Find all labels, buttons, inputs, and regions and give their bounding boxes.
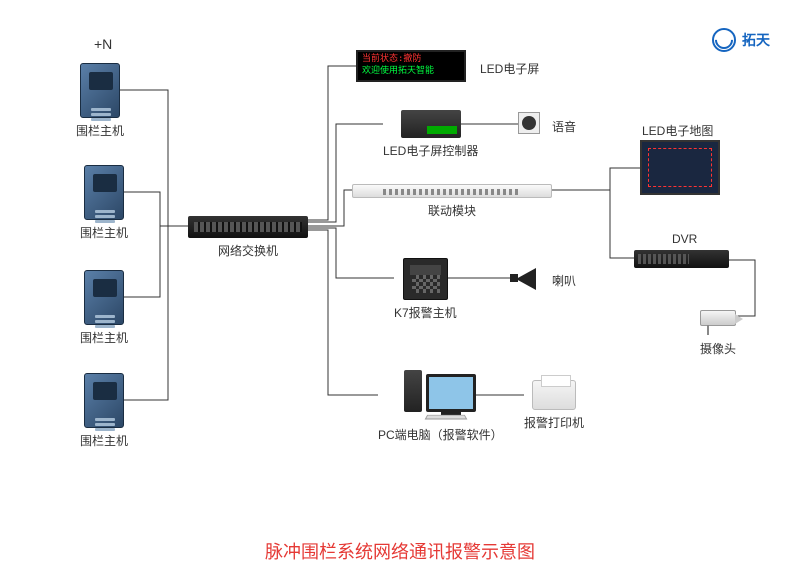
camera: 摄像头 xyxy=(700,310,736,357)
fence-host-3: 围栏主机 xyxy=(80,270,128,346)
dvr-label: DVR xyxy=(672,232,697,246)
pc-client: PC端电脑（报警软件） xyxy=(378,370,503,443)
led-screen-line1: 当前状态:撤防 xyxy=(362,54,460,66)
brand-logo: 拓天 xyxy=(712,28,770,52)
led-screen-label: LED电子屏 xyxy=(480,60,539,77)
fence-host-icon xyxy=(84,165,124,220)
diagram-title: 脉冲围栏系统网络通讯报警示意图 xyxy=(265,538,535,564)
led-screen: 当前状态:撤防 欢迎使用拓天智能 xyxy=(356,50,466,82)
link-module-icon xyxy=(352,184,552,198)
led-screen-icon: 当前状态:撤防 欢迎使用拓天智能 xyxy=(356,50,466,82)
camera-label: 摄像头 xyxy=(700,340,736,357)
led-controller: LED电子屏控制器 xyxy=(383,110,478,159)
horn-icon xyxy=(510,268,540,290)
dvr xyxy=(634,250,729,268)
pc-icon xyxy=(404,370,476,412)
network-switch: 网络交换机 xyxy=(188,216,308,259)
fence-host-icon xyxy=(84,270,124,325)
k7-alarm-host: K7报警主机 xyxy=(394,258,457,321)
alarm-printer: 报警打印机 xyxy=(524,380,584,431)
voice-label: 语音 xyxy=(552,118,576,135)
led-map-label: LED电子地图 xyxy=(642,122,713,139)
fence-host-icon xyxy=(84,373,124,428)
fence-host-icon xyxy=(80,63,120,118)
voice-speaker xyxy=(518,112,540,134)
switch-label: 网络交换机 xyxy=(218,242,278,259)
camera-icon xyxy=(700,310,736,326)
led-screen-line2: 欢迎使用拓天智能 xyxy=(362,66,460,78)
dvr-icon xyxy=(634,250,729,268)
printer-icon xyxy=(532,380,576,410)
link-module: 联动模块 xyxy=(352,184,552,219)
brand-text: 拓天 xyxy=(742,30,770,50)
horn-speaker xyxy=(510,268,540,290)
k7-icon xyxy=(403,258,448,300)
plus-n-label: +N xyxy=(94,36,112,52)
pc-label: PC端电脑（报警软件） xyxy=(378,426,503,443)
printer-label: 报警打印机 xyxy=(524,414,584,431)
fence-host-4-label: 围栏主机 xyxy=(80,432,128,449)
speaker-icon xyxy=(518,112,540,134)
led-map-icon xyxy=(640,140,720,195)
fence-host-2: 围栏主机 xyxy=(80,165,128,241)
k7-label: K7报警主机 xyxy=(394,304,457,321)
led-map xyxy=(640,140,720,195)
switch-icon xyxy=(188,216,308,238)
led-controller-icon xyxy=(401,110,461,138)
link-module-label: 联动模块 xyxy=(428,202,476,219)
fence-host-3-label: 围栏主机 xyxy=(80,329,128,346)
fence-host-1-label: 围栏主机 xyxy=(76,122,124,139)
fence-host-2-label: 围栏主机 xyxy=(80,224,128,241)
fence-host-4: 围栏主机 xyxy=(80,373,128,449)
led-controller-label: LED电子屏控制器 xyxy=(383,142,478,159)
fence-host-1 xyxy=(80,63,120,118)
horn-label: 喇叭 xyxy=(552,272,576,289)
